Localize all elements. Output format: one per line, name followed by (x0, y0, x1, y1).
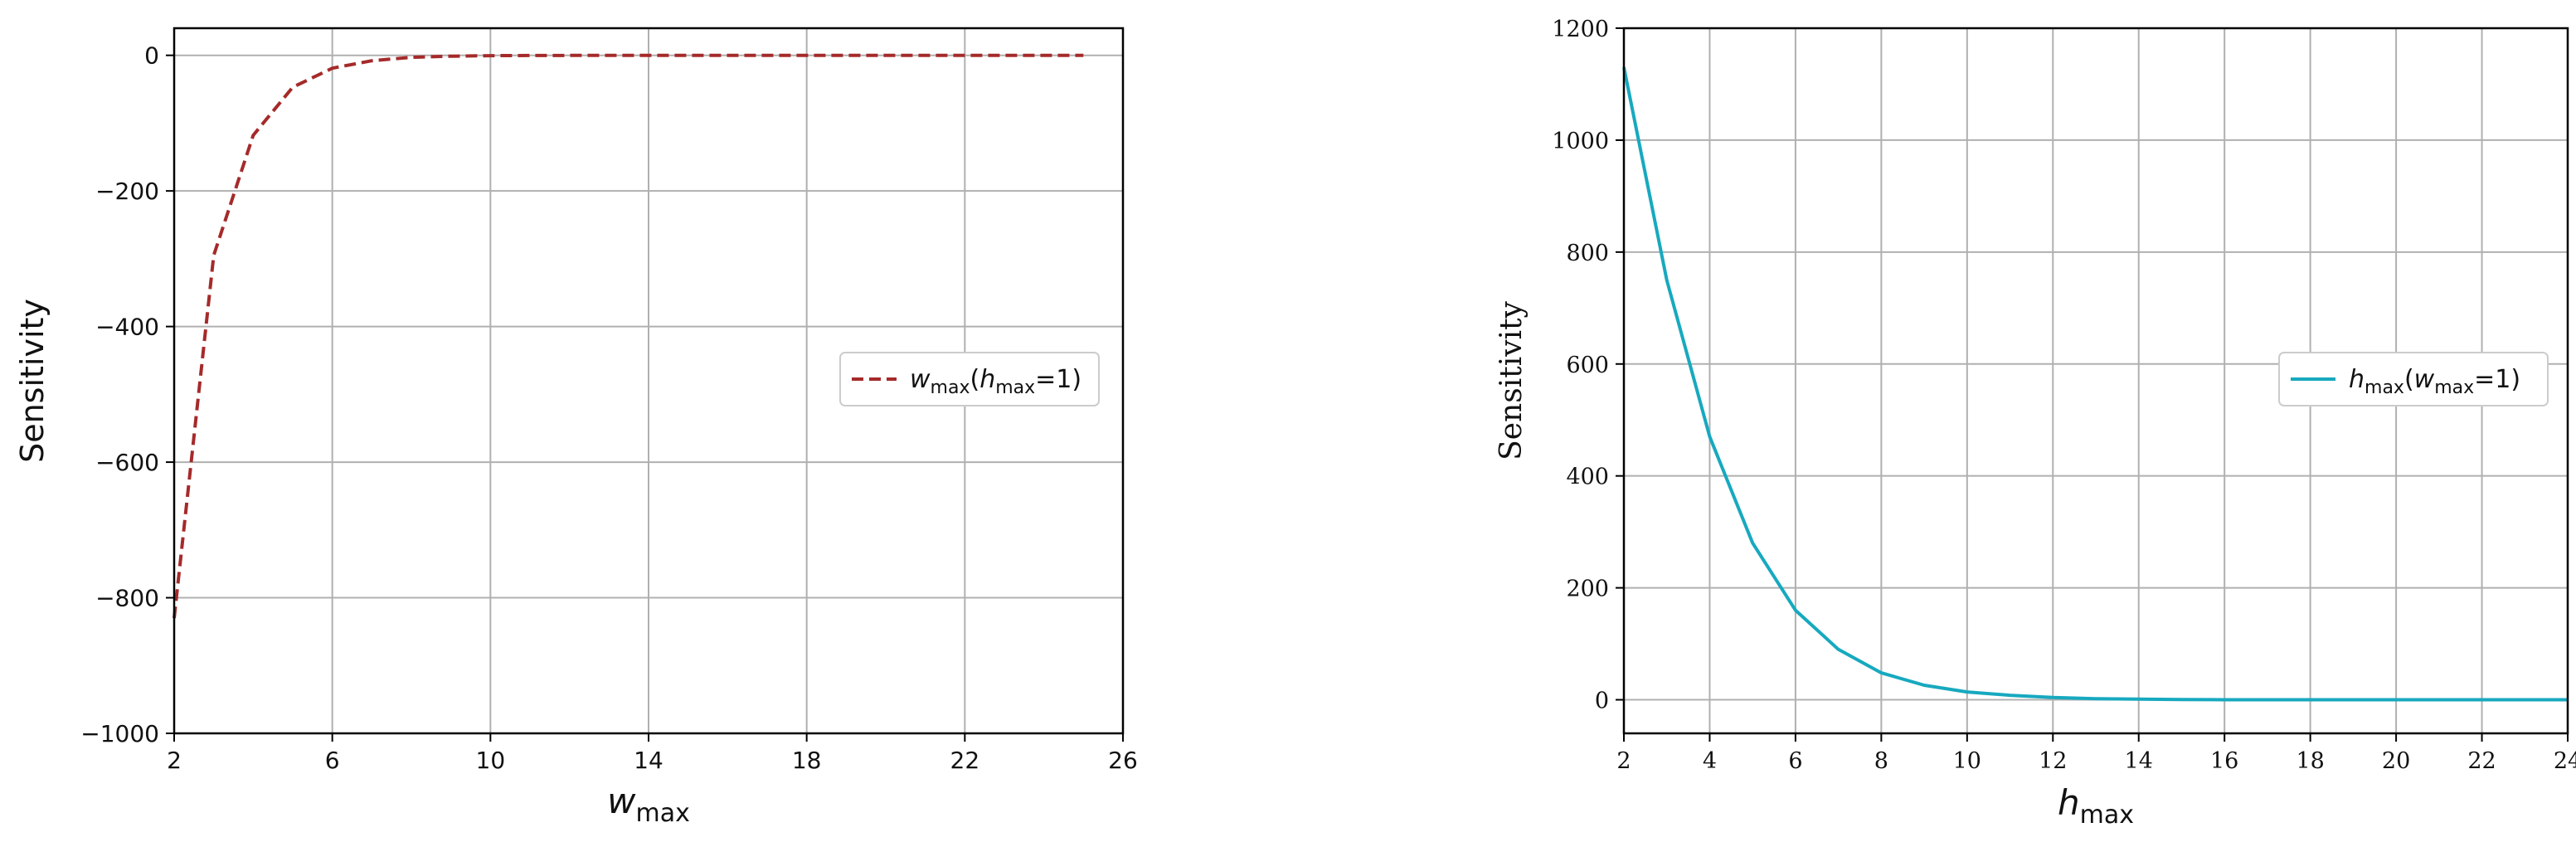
x-tick-label: 6 (325, 747, 340, 774)
x-axis-label-main: h (2058, 782, 2080, 823)
legend-inner-main: w (2414, 365, 2435, 394)
x-tick-label: 16 (2210, 748, 2238, 774)
x-axis-label: wmax (607, 781, 690, 828)
x-tick-label: 14 (634, 747, 663, 774)
x-tick-label: 24 (2554, 748, 2576, 774)
legend-open: ( (2404, 365, 2414, 394)
x-tick-label: 4 (1703, 748, 1717, 774)
y-tick-label: 600 (1566, 353, 1609, 378)
legend-close: =1) (1035, 365, 1081, 394)
y-tick-label: −600 (95, 449, 159, 476)
legend-box (839, 352, 1100, 406)
y-tick-label: −1000 (80, 720, 159, 747)
legend: hmax(wmax=1) (2278, 352, 2549, 406)
y-tick-label: 400 (1566, 465, 1609, 490)
y-tick-label: 1000 (1552, 129, 1609, 154)
chart-1: 2 6 10 14 18 22 260−200−400−600−800−1000Sensit… (14, 27, 1138, 828)
legend-open: ( (970, 365, 979, 394)
x-tick-label: 26 (1108, 747, 1138, 774)
y-tick-label: 1200 (1552, 17, 1609, 42)
legend-sub: max (931, 377, 970, 398)
y-tick-label: 800 (1566, 241, 1609, 266)
legend-inner-sub: max (2434, 377, 2474, 398)
series-line (1622, 66, 2568, 702)
y-tick-label: −800 (95, 585, 159, 612)
legend-main: w (910, 365, 931, 394)
x-axis-label-sub: max (635, 799, 689, 828)
y-axis-label: Sensitivity (14, 299, 51, 463)
y-tick-label: 200 (1566, 577, 1609, 602)
x-tick-label: 2 (167, 747, 182, 774)
x-tick-label: 6 (1788, 748, 1802, 774)
y-tick-label: −400 (95, 314, 159, 341)
legend-label: wmax(hmax=1) (910, 365, 1081, 398)
y-tick-label: 0 (1595, 689, 1609, 714)
legend-inner-main: h (979, 365, 995, 394)
y-tick-label: −200 (95, 178, 159, 205)
x-tick-label: 8 (1874, 748, 1888, 774)
x-tick-label: 18 (2296, 748, 2324, 774)
y-axis-label: Sensitivity (1495, 300, 1529, 460)
legend-box (2278, 352, 2549, 406)
x-tick-label: 22 (2467, 748, 2496, 774)
x-tick-label: 22 (950, 747, 980, 774)
legend-inner-sub: max (995, 377, 1035, 398)
series-line (173, 53, 1084, 619)
x-axis-label: hmax (2058, 782, 2134, 830)
legend-close: =1) (2474, 365, 2520, 394)
x-tick-label: 14 (2125, 748, 2153, 774)
x-axis-label-sub: max (2080, 801, 2134, 830)
x-tick-label: 12 (2039, 748, 2067, 774)
x-tick-label: 18 (792, 747, 822, 774)
legend: wmax(hmax=1) (839, 352, 1100, 406)
x-tick-label: 10 (1953, 748, 1981, 774)
legend-label: hmax(wmax=1) (2349, 365, 2520, 398)
x-tick-label: 20 (2382, 748, 2410, 774)
x-tick-label: 10 (476, 747, 506, 774)
x-tick-label: 2 (1616, 748, 1631, 774)
legend-main: h (2349, 365, 2365, 394)
x-axis-label-main: w (607, 781, 636, 821)
plot-frame (1622, 27, 2569, 735)
legend-sub: max (2365, 377, 2404, 398)
y-tick-label: 0 (144, 42, 159, 70)
chart-2: 2 4 6 8 10 12 14 16 18 20 22 2402004006008001000120… (1495, 17, 2576, 830)
